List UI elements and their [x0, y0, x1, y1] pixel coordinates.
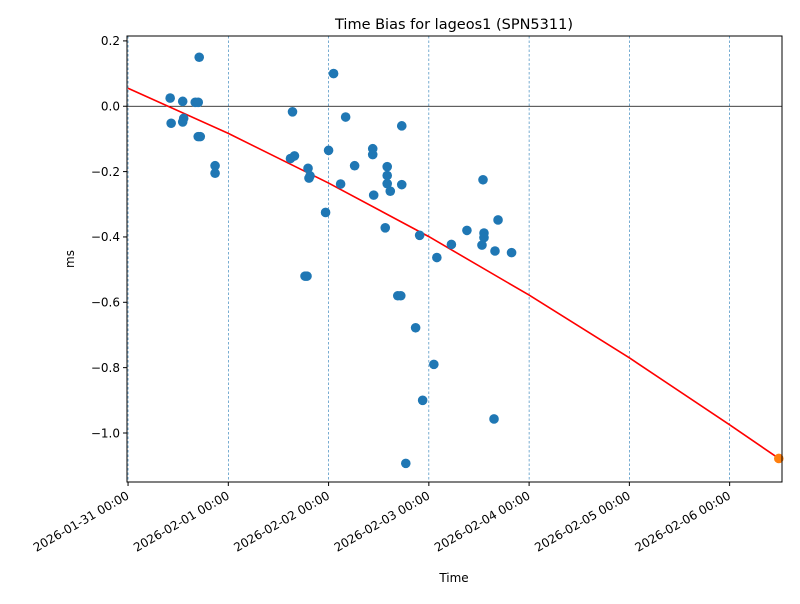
plot-frame: [126, 35, 783, 483]
data-point: [368, 190, 379, 200]
chart-title: Time Bias for lageos1 (SPN5311): [334, 17, 573, 33]
data-point: [490, 246, 500, 256]
data-point: [210, 160, 220, 171]
data-point: [305, 171, 315, 181]
data-point: [477, 240, 487, 250]
data-point: [382, 170, 393, 181]
data-point: [385, 186, 396, 197]
data-point: [320, 207, 331, 218]
data-point: [380, 222, 391, 233]
data-point: [367, 149, 378, 160]
predicted-point-layer: [773, 453, 784, 464]
data-point: [349, 160, 360, 171]
points-layer: [165, 52, 517, 469]
data-point: [432, 252, 442, 263]
x-tick-label: 2026-02-04 00:00: [432, 488, 533, 554]
data-point: [395, 290, 406, 301]
data-point: [166, 118, 176, 129]
data-point: [400, 458, 411, 469]
data-point: [462, 225, 472, 236]
y-tick-label: −0.8: [91, 361, 120, 375]
data-point: [382, 161, 393, 172]
data-point: [410, 322, 421, 333]
data-point: [194, 52, 205, 63]
data-point: [446, 239, 457, 250]
y-tick-label: −0.4: [91, 230, 120, 244]
x-axis-label: Time: [438, 571, 468, 585]
data-point: [396, 179, 407, 190]
y-tick-label: 0.2: [101, 34, 120, 48]
grid-layer: [127, 36, 730, 482]
x-tick-label: 2026-02-05 00:00: [532, 488, 633, 554]
x-tick-label: 2026-02-03 00:00: [332, 488, 433, 554]
x-tick-label: 2026-01-31 00:00: [31, 488, 132, 554]
data-point: [414, 230, 425, 241]
data-point: [177, 96, 188, 107]
data-point: [489, 414, 499, 424]
fit-line-layer: [127, 87, 780, 460]
data-point: [177, 117, 188, 127]
x-tick-label: 2026-02-02 00:00: [231, 488, 332, 554]
y-tick-label: −1.0: [91, 426, 120, 440]
y-tick-label: 0.0: [101, 100, 120, 114]
y-tick-label: −0.2: [91, 165, 120, 179]
y-axis-ticks: −1.0 −0.8 −0.6 −0.4 −0.2 0.0 0.2: [91, 34, 127, 440]
data-point: [323, 145, 334, 156]
y-axis-label: ms: [63, 250, 77, 268]
data-point: [493, 215, 503, 225]
data-point: [340, 112, 351, 122]
y-tick-label: −0.6: [91, 296, 120, 310]
fit-line: [127, 87, 780, 460]
data-point: [193, 97, 204, 108]
data-point: [195, 131, 206, 142]
data-point: [165, 93, 175, 103]
data-point: [506, 247, 517, 258]
predicted-point: [773, 453, 784, 464]
data-point: [210, 168, 220, 179]
data-point: [287, 107, 298, 117]
data-point: [328, 68, 339, 79]
data-point: [303, 163, 313, 174]
data-point: [429, 359, 439, 370]
data-point: [382, 178, 393, 189]
data-point: [417, 395, 428, 406]
x-tick-label: 2026-02-06 00:00: [632, 488, 733, 554]
data-point: [289, 151, 300, 161]
data-point: [335, 179, 346, 189]
data-point: [478, 174, 488, 185]
x-tick-label: 2026-02-01 00:00: [131, 488, 232, 554]
data-point: [302, 271, 312, 281]
data-point: [479, 232, 489, 243]
x-axis-ticks: 2026-01-31 00:00 2026-02-01 00:00 2026-02-…: [31, 482, 733, 555]
data-point: [396, 121, 407, 131]
